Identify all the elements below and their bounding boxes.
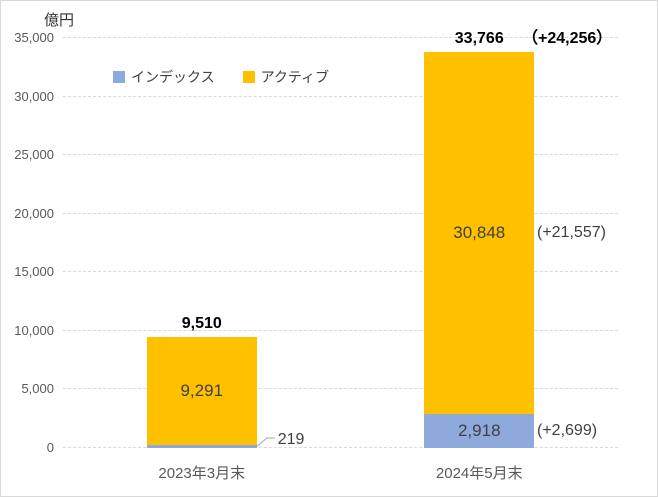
gridline (63, 212, 618, 214)
y-axis-tick-label: 5,000 (21, 381, 54, 397)
total-label-1: 33,766 (454, 30, 504, 48)
bar-0-active-segment (146, 336, 257, 446)
y-axis-tick-label: 10,000 (14, 322, 54, 338)
gridline (63, 95, 618, 97)
y-axis-tick-label: 30,000 (14, 88, 54, 104)
gridline (63, 154, 618, 156)
gridline (63, 271, 618, 273)
gridline (63, 447, 618, 448)
bar-1-index-label: 2,918 (457, 420, 501, 440)
legend-swatch-index (113, 71, 125, 83)
gridline (63, 329, 618, 331)
y-axis-tick-label: 20,000 (14, 205, 54, 221)
y-axis-tick-label: 35,000 (14, 30, 54, 45)
gridline (63, 388, 618, 390)
leader-line (255, 437, 275, 448)
bar-1-active-side-label: (+21,557) (537, 224, 606, 242)
bar-1-index-side-label: (+2,699) (537, 421, 598, 439)
legend-swatch-active (242, 71, 255, 83)
x-axis-label-1: 2024年5月末 (435, 465, 523, 482)
y-axis-tick-label: 25,000 (14, 147, 54, 163)
bar-1-active-segment (424, 52, 535, 414)
legend-item-index: インデックス (113, 67, 215, 87)
bar-0-active-label: 9,291 (180, 381, 224, 401)
total-label-0: 9,510 (181, 314, 222, 332)
legend-label-active: アクティブ (260, 69, 330, 85)
gridline (63, 37, 618, 38)
bar-1-index-segment (424, 413, 535, 448)
y-axis-tick-label: 0 (46, 440, 54, 455)
bar-0-index-label: 219 (277, 431, 305, 449)
legend: インデックス アクティブ (113, 67, 329, 87)
total-side-label-1: （+24,256） (522, 30, 613, 48)
legend-label-index: インデックス (131, 69, 215, 85)
bar-1-active-label: 30,848 (453, 223, 506, 243)
y-axis-tick-label: 15,000 (14, 264, 54, 280)
y-axis-unit-label: 億円 (44, 12, 75, 29)
x-axis-label-0: 2023年3月末 (158, 465, 246, 482)
bar-0-index-segment (146, 445, 257, 448)
legend-item-active: アクティブ (242, 67, 330, 87)
